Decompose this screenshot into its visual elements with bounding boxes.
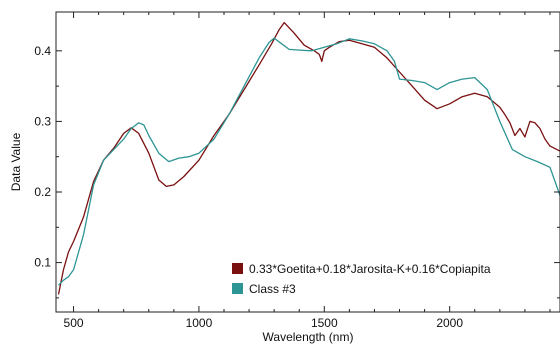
x-axis-title: Wavelength (nm) <box>263 330 354 344</box>
legend-label-goetita-mix: 0.33*Goetita+0.18*Jarosita-K+0.16*Copiap… <box>249 262 491 276</box>
x-tick-label: 2000 <box>436 316 463 330</box>
y-tick-label: 0.3 <box>34 114 51 128</box>
y-tick-label: 0.2 <box>34 185 51 199</box>
legend: 0.33*Goetita+0.18*Jarosita-K+0.16*Copiap… <box>232 262 491 296</box>
legend-label-class-3: Class #3 <box>249 282 296 296</box>
x-tick-label: 1000 <box>186 316 213 330</box>
y-tick-label: 0.4 <box>34 44 51 58</box>
y-tick-label: 0.1 <box>34 256 51 270</box>
plot-frame <box>55 11 560 313</box>
legend-swatch-goetita-mix <box>232 263 243 274</box>
x-tick-label: 1500 <box>311 316 338 330</box>
y-axis-title: Data Value <box>9 132 23 191</box>
series-line-goetita-mix <box>57 21 560 295</box>
series-layer <box>57 21 560 295</box>
series-line-class-3 <box>58 37 560 286</box>
x-tick-label: 500 <box>64 316 84 330</box>
legend-swatch-class-3 <box>232 283 243 294</box>
ticks-layer: 500 1000 1500 2000 0.1 0.2 0.3 0.4 <box>34 12 560 330</box>
